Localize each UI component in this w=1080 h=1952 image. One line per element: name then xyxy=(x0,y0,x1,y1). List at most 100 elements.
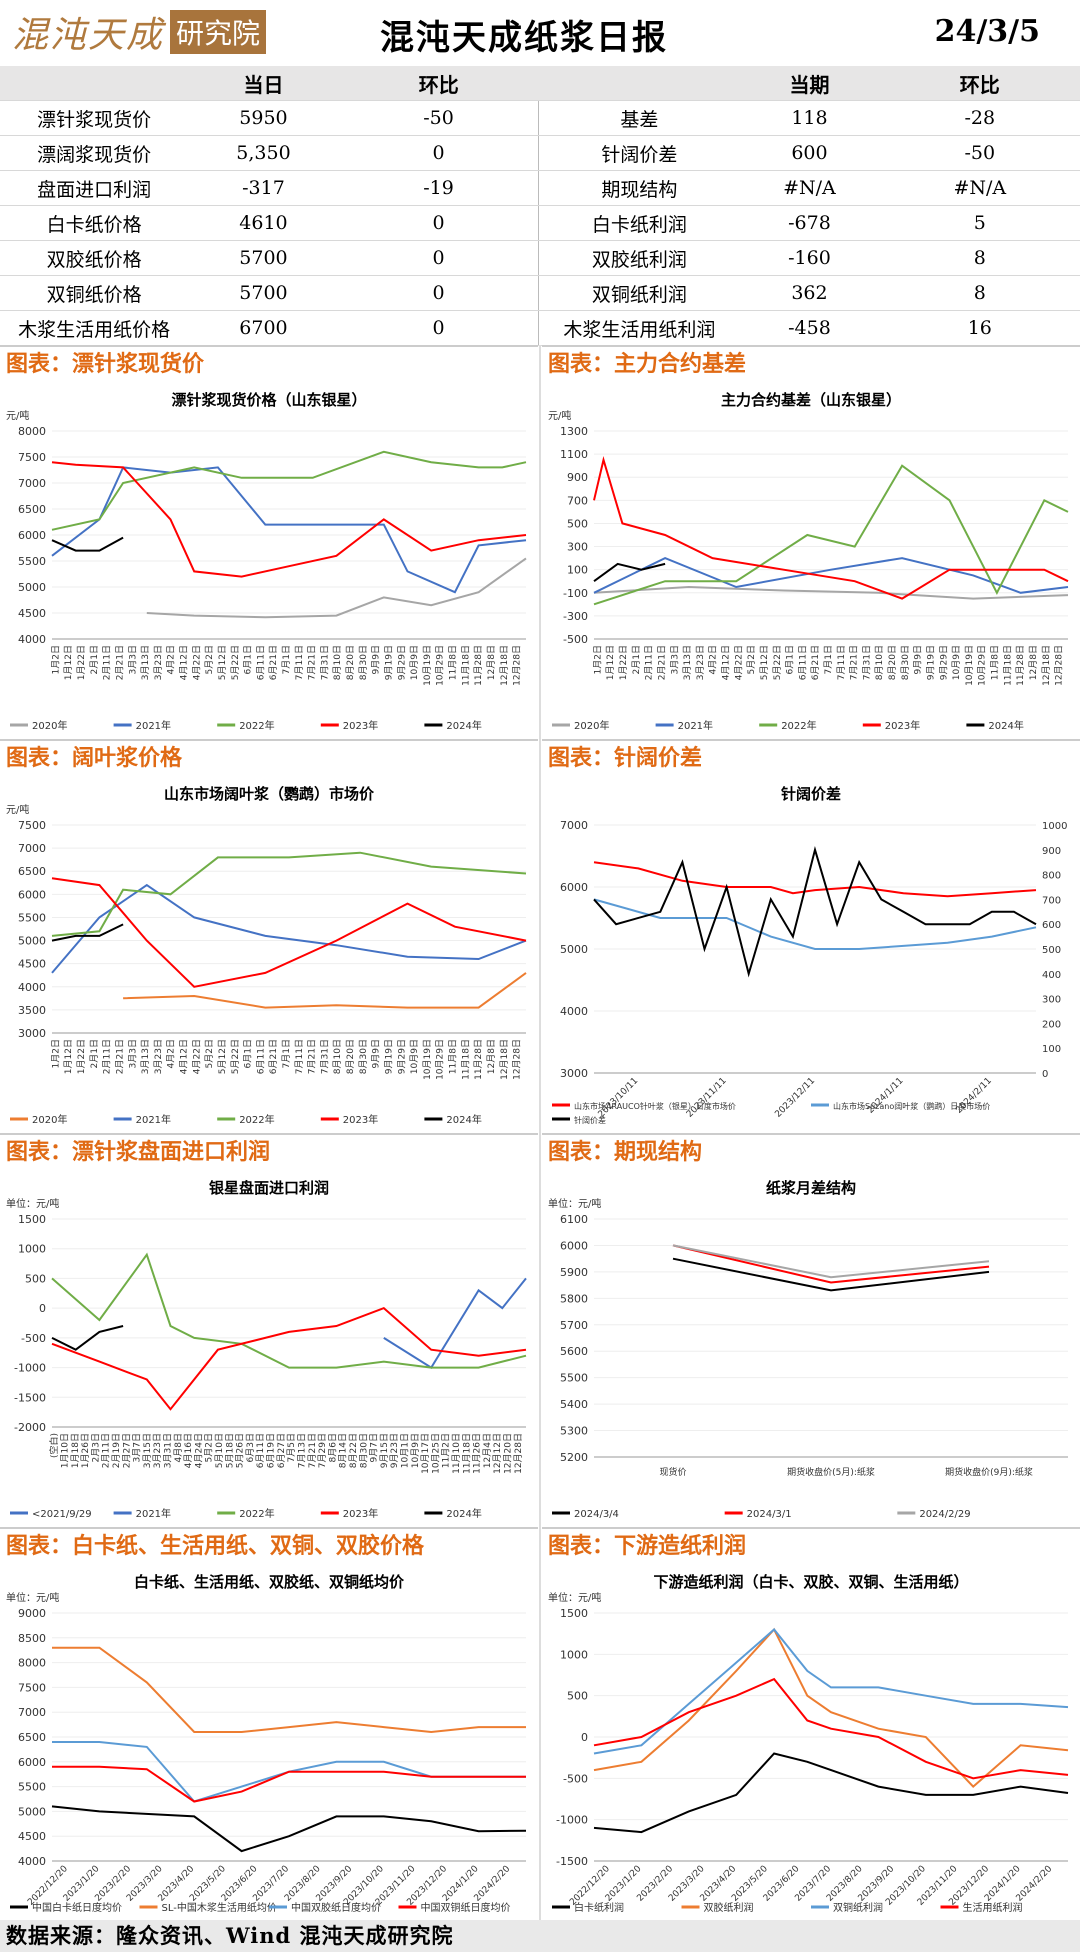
x-tick-label: 12月18日 xyxy=(1041,645,1052,686)
summary-row: 漂阔浆现货价 5,350 0 针阔价差 600 -50 xyxy=(0,135,1080,171)
y-tick-label: 5200 xyxy=(560,1451,588,1464)
x-tick-label: 2月1日 xyxy=(89,1039,100,1068)
x-tick-label: 1月2日 xyxy=(50,645,61,674)
x-tick-label: 6月11日 xyxy=(797,645,808,680)
series-line xyxy=(52,1741,526,1803)
data-source-footer: 数据来源：隆众资讯、Wind 混沌天成研究院 xyxy=(0,1920,1080,1952)
summary-right-value: #N/A xyxy=(739,170,880,206)
chart-spread: 针阔价差700060005000400030001000900800700600… xyxy=(552,785,1067,1125)
report-title: 混沌天成纸浆日报 xyxy=(380,18,668,58)
x-tick-label: 6月3日 xyxy=(245,1433,256,1462)
x-tick-label: 6月27日 xyxy=(276,1433,287,1468)
x-tick-label: 11月8日 xyxy=(990,645,1001,680)
x-tick-label: 10月9日 xyxy=(410,1433,421,1468)
series-line xyxy=(593,585,1069,600)
summary-right-change: -50 xyxy=(879,135,1080,171)
x-tick-label: 10月1日 xyxy=(400,1433,411,1468)
summary-table: 当日 环比 当期 环比 漂针浆现货价 5950 -50 基差 118 -28 漂阔浆现货价 5… xyxy=(0,66,1080,346)
x-tick-label: 8月30日 xyxy=(358,1433,369,1468)
x-tick-label: 4月2日 xyxy=(166,1039,177,1068)
x-tick-label: 6月21日 xyxy=(268,1039,279,1074)
x-tick-label: 9月9日 xyxy=(371,645,382,674)
summary-row: 白卡纸价格 4610 0 白卡纸利润 -678 5 xyxy=(0,205,1080,241)
x-tick-label: 2月1日 xyxy=(631,645,642,674)
x-tick-label: 2022/12/20 xyxy=(26,1864,70,1908)
x-tick-label: 7月13日 xyxy=(296,1433,307,1468)
x-tick-label: 8月30日 xyxy=(900,645,911,680)
x-tick-label: 3月3日 xyxy=(127,1039,138,1068)
x-tick-label: 9月19日 xyxy=(925,645,936,680)
y-tick-label: 8000 xyxy=(18,1657,46,1670)
series-line xyxy=(593,861,1037,898)
panel-title: 图表：漂针浆盘面进口利润 xyxy=(0,1133,538,1169)
series-line xyxy=(593,898,1037,950)
legend-label: 2023年 xyxy=(343,1507,378,1520)
x-tick-label: 10月9日 xyxy=(409,1039,420,1074)
x-tick-label: 5月12日 xyxy=(759,645,770,680)
x-tick-label: 6月1日 xyxy=(785,645,796,674)
y-tick-label: 4000 xyxy=(18,981,46,994)
legend-label: 中国白卡纸日度均价 xyxy=(32,1901,122,1914)
y-tick-label: -500 xyxy=(563,1772,588,1785)
x-tick-label: 3月23日 xyxy=(153,645,164,680)
legend-label: 山东市场ARAUCO针叶浆（银星）日度市场价 xyxy=(574,1101,736,1111)
x-tick-label: 1月10日 xyxy=(59,1433,70,1468)
x-tick-label: 3月23日 xyxy=(152,1433,163,1468)
x-tick-label: 2月11日 xyxy=(101,1433,112,1468)
series-line xyxy=(51,461,527,578)
x-tick-label: 1月22日 xyxy=(618,645,629,680)
y-tick-label: 7500 xyxy=(18,451,46,464)
x-tick-label: 12月28日 xyxy=(512,645,523,686)
y-tick-label: 5000 xyxy=(18,581,46,594)
x-tick-label: 2023/10/11 xyxy=(597,1076,641,1120)
y-tick-label: 1000 xyxy=(18,1243,46,1256)
y2-tick-label: 400 xyxy=(1042,970,1061,981)
x-tick-label: 11月10日 xyxy=(451,1433,462,1474)
x-tick-label: 5月12日 xyxy=(217,1039,228,1074)
y-tick-label: 900 xyxy=(567,471,588,484)
panel-title: 图表：白卡纸、生活用纸、双铜、双胶价格 xyxy=(0,1527,538,1563)
panel-title: 图表：主力合约基差 xyxy=(542,345,1080,381)
summary-left-value: 5700 xyxy=(188,240,339,276)
y2-tick-label: 1000 xyxy=(1042,821,1067,832)
x-tick-label: 9月29日 xyxy=(396,645,407,680)
series-line xyxy=(672,1244,990,1279)
legend-label: 中国双胶纸日度均价 xyxy=(291,1901,381,1914)
x-tick-label: 10月19日 xyxy=(422,645,433,686)
series-line xyxy=(51,1306,527,1411)
panel-title: 图表：下游造纸利润 xyxy=(542,1527,1080,1563)
y-tick-label: 7500 xyxy=(18,1681,46,1694)
y-tick-label: -300 xyxy=(563,610,588,623)
y-axis-label: 元/吨 xyxy=(6,409,29,422)
y-tick-label: 300 xyxy=(567,541,588,554)
series-line xyxy=(672,1257,990,1292)
legend-label: 2021年 xyxy=(136,1113,171,1126)
panel-title: 图表：期现结构 xyxy=(542,1133,1080,1169)
y-tick-label: 6000 xyxy=(18,1756,46,1769)
y-tick-label: 100 xyxy=(567,564,588,577)
series-line xyxy=(593,557,1069,594)
x-tick-label: 期货收盘价(5月):纸浆 xyxy=(787,1466,875,1478)
panel-title: 图表：阔叶浆价格 xyxy=(0,739,538,775)
x-tick-label: 7月21日 xyxy=(307,1433,318,1468)
series-line xyxy=(51,536,124,552)
x-tick-label: 6月11日 xyxy=(255,1433,266,1468)
y-tick-label: 5500 xyxy=(18,555,46,568)
x-tick-label: 10月25日 xyxy=(430,1433,441,1474)
y-tick-label: 3500 xyxy=(18,1004,46,1017)
summary-row: 木浆生活用纸价格 6700 0 木浆生活用纸利润 -458 16 xyxy=(0,310,1080,346)
summary-left-label: 漂阔浆现货价 xyxy=(0,135,189,171)
summary-blank-header-right xyxy=(538,66,740,101)
legend-label: 中国双铜纸日度均价 xyxy=(421,1901,511,1914)
summary-left-change: -19 xyxy=(338,170,540,206)
summary-right-label: 双铜纸利润 xyxy=(538,275,740,311)
x-tick-label: 10月9日 xyxy=(409,645,420,680)
x-tick-label: 11月18日 xyxy=(1002,645,1013,686)
summary-left-value: 4610 xyxy=(188,205,339,241)
x-tick-label: 11月28日 xyxy=(1015,645,1026,686)
x-tick-label: 7月11日 xyxy=(294,1039,305,1074)
y-tick-label: 5000 xyxy=(18,935,46,948)
y-tick-label: 7000 xyxy=(18,842,46,855)
x-tick-label: 3月13日 xyxy=(140,1039,151,1074)
